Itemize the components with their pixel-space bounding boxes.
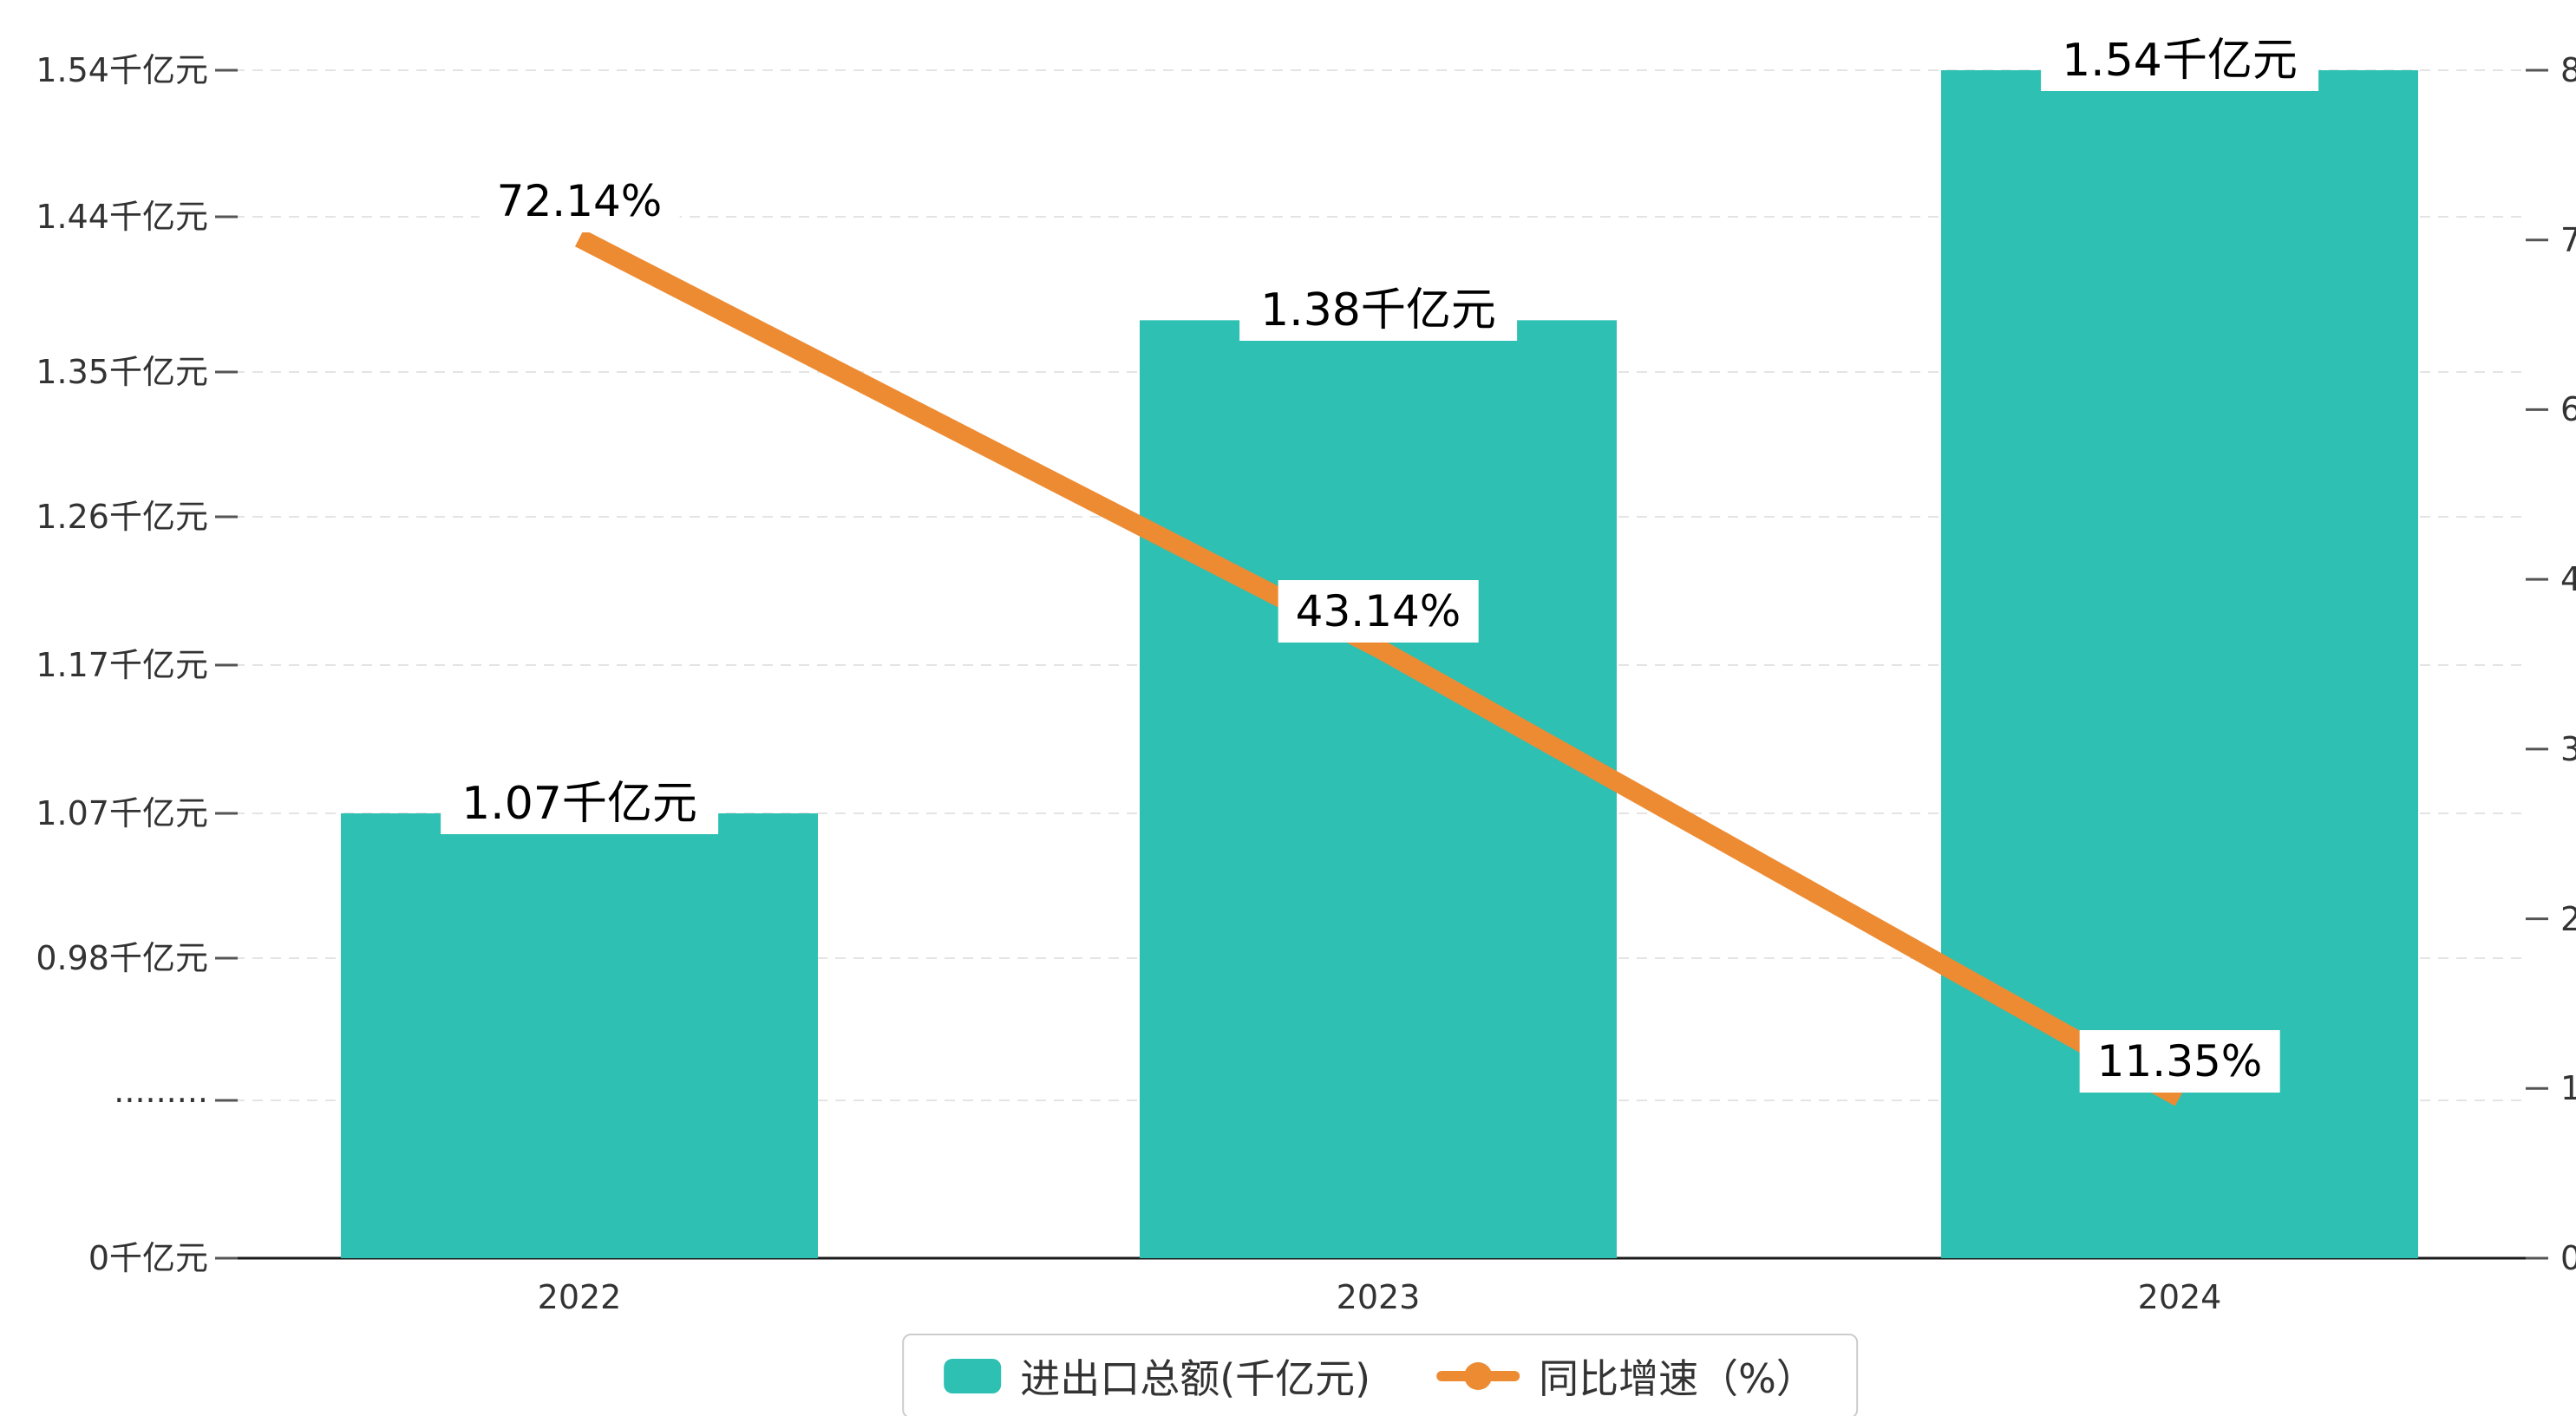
right-axis-tick-label: 72 [2560,220,2576,259]
right-axis-tick-label: 60 [2560,390,2576,429]
right-axis-tick-label: 12 [2560,1069,2576,1108]
left-axis-tick-label: 1.07千亿元 [36,794,208,832]
right-axis-tick-label: 0 [2560,1239,2576,1277]
line-value-label: 43.14% [1278,580,1479,643]
left-axis-tick-label: 0千亿元 [88,1239,208,1277]
x-axis-label-2023: 2023 [1336,1278,1421,1316]
bar-2023[interactable] [1140,320,1617,1258]
left-axis-tick-label: 1.44千亿元 [36,198,208,236]
bar-value-label: 1.38千亿元 [1239,280,1517,342]
x-axis-label-2022: 2022 [537,1278,622,1316]
legend-label-growth: 同比增速（%） [1539,1355,1816,1402]
legend-label-total: 进出口总额(千亿元) [1020,1355,1371,1402]
growth-line[interactable] [574,229,2185,1106]
bar-2022[interactable] [341,813,818,1258]
x-axis-label-2024: 2024 [2137,1278,2222,1316]
bar-value-label: 1.54千亿元 [2041,30,2318,91]
left-axis-tick-label: ········· [114,1081,208,1119]
left-axis-tick-label: 1.17千亿元 [36,646,208,684]
line-series-marker-icon [1436,1362,1520,1390]
bar-value-label: 1.07千亿元 [441,773,718,834]
line-marker-dot-icon [1464,1362,1493,1390]
legend-item-growth[interactable]: 同比增速（%） [1436,1347,1816,1405]
left-axis-tick-label: 0.98千亿元 [36,939,208,977]
line-value-label: 11.35% [2079,1029,2280,1093]
legend-item-total[interactable]: 进出口总额(千亿元) [944,1347,1370,1405]
left-axis-tick-label: 1.26千亿元 [36,498,208,536]
left-axis-tick-label: 1.35千亿元 [36,353,208,391]
right-axis-tick-label: 36 [2560,729,2576,768]
left-axis-tick-label: 1.54千亿元 [36,51,208,89]
right-axis-tick-label: 24 [2560,899,2576,938]
bar-series-swatch-icon [944,1359,1002,1393]
legend: 进出口总额(千亿元) 同比增速（%） [902,1334,1858,1416]
line-value-label: 72.14% [479,170,680,233]
right-axis-tick-label: 84 [2560,51,2576,89]
right-axis-tick-label: 48 [2560,560,2576,599]
